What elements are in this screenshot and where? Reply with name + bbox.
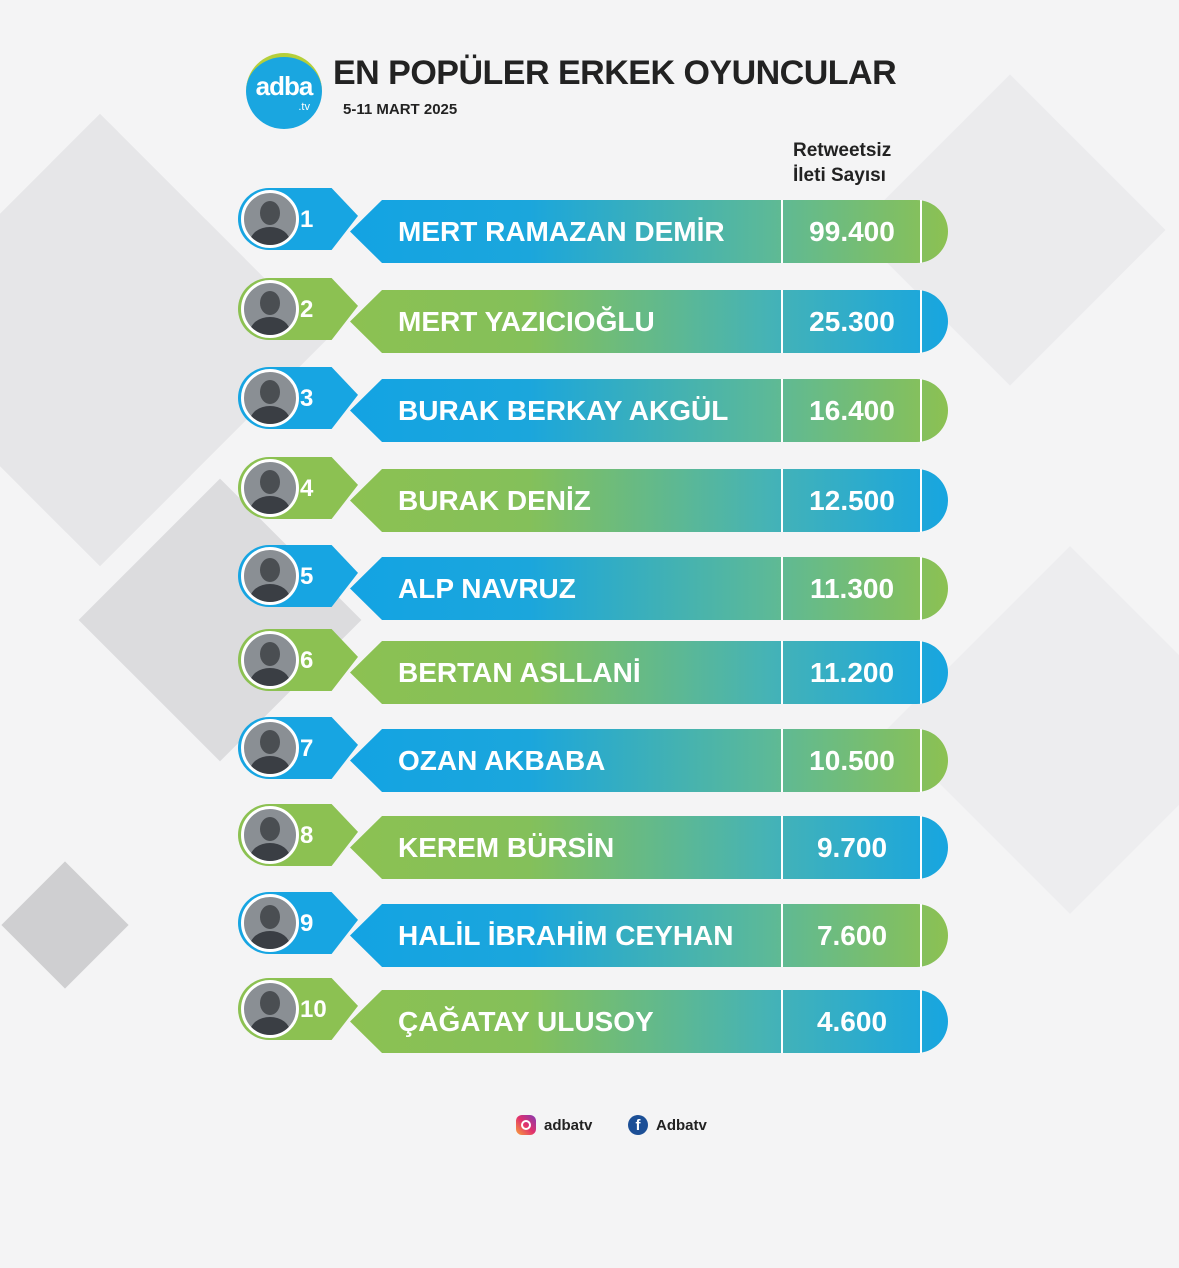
divider	[781, 469, 783, 532]
column-header-line1: Retweetsiz	[793, 140, 892, 161]
actor-avatar	[241, 631, 299, 689]
rank-number: 7	[300, 735, 314, 762]
post-count: 99.400	[809, 216, 895, 247]
actor-avatar	[241, 980, 299, 1038]
divider	[920, 469, 922, 532]
rank-number: 2	[300, 296, 314, 323]
ranking-row: 4 BURAK DENİZ 12.500	[0, 457, 1179, 549]
actor-name: ALP NAVRUZ	[398, 573, 576, 604]
ranking-row: 2 MERT YAZICIOĞLU 25.300	[0, 278, 1179, 370]
facebook-link[interactable]: f Adbatv	[628, 1115, 707, 1135]
actor-avatar	[241, 547, 299, 605]
actor-name: BERTAN ASLLANİ	[398, 657, 641, 688]
divider	[781, 990, 783, 1053]
name-bar	[350, 379, 948, 442]
ranking-row: 8 KEREM BÜRSİN 9.700	[0, 804, 1179, 896]
post-count: 4.600	[816, 1006, 888, 1037]
actor-name: BURAK DENİZ	[398, 485, 591, 516]
rank-number: 5	[300, 563, 314, 590]
ranking-row: 9 HALİL İBRAHİM CEYHAN 7.600	[0, 892, 1179, 984]
name-bar	[350, 200, 948, 263]
divider	[920, 200, 922, 263]
divider	[920, 990, 922, 1053]
ranking-row: 6 BERTAN ASLLANİ 11.200	[0, 629, 1179, 721]
rank-number: 6	[300, 647, 314, 674]
column-header: Retweetsiz İleti Sayısı	[793, 138, 891, 188]
facebook-icon: f	[628, 1115, 648, 1135]
divider	[920, 904, 922, 967]
instagram-link[interactable]: adbatv	[516, 1115, 592, 1135]
post-count: 10.500	[809, 745, 895, 776]
adba-logo: adba .tv	[246, 53, 322, 129]
logo-text: adba	[255, 71, 314, 101]
divider	[781, 557, 783, 620]
actor-name: HALİL İBRAHİM CEYHAN	[398, 920, 734, 951]
post-count: 16.400	[809, 395, 895, 426]
actor-avatar	[241, 369, 299, 427]
rank-number: 9	[300, 910, 314, 937]
divider	[920, 641, 922, 704]
post-count: 25.300	[809, 306, 895, 337]
divider	[920, 290, 922, 353]
actor-avatar	[241, 806, 299, 864]
name-bar	[350, 990, 948, 1053]
actor-name: ÇAĞATAY ULUSOY	[398, 1006, 654, 1037]
actor-name: MERT YAZICIOĞLU	[398, 306, 655, 337]
divider	[781, 816, 783, 879]
actor-avatar	[241, 719, 299, 777]
name-bar	[350, 729, 948, 792]
page-title: EN POPÜLER ERKEK OYUNCULAR	[333, 54, 897, 92]
ranking-row: 3 BURAK BERKAY AKGÜL 16.400	[0, 367, 1179, 459]
rank-number: 10	[300, 996, 327, 1023]
name-bar	[350, 290, 948, 353]
post-count: 11.300	[809, 573, 895, 604]
divider	[781, 379, 783, 442]
rank-number: 1	[300, 206, 314, 233]
logo-subtext: .tv	[298, 101, 310, 113]
name-bar	[350, 816, 948, 879]
ranking-row: 1 MERT RAMAZAN DEMİR 99.400	[0, 188, 1179, 280]
column-header-line2: İleti Sayısı	[793, 165, 886, 186]
post-count: 12.500	[809, 485, 895, 516]
rank-number: 4	[300, 475, 314, 502]
actor-avatar	[241, 459, 299, 517]
divider	[781, 641, 783, 704]
actor-name: KEREM BÜRSİN	[398, 832, 615, 863]
actor-avatar	[241, 894, 299, 952]
divider	[781, 904, 783, 967]
actor-name: OZAN AKBABA	[398, 745, 606, 776]
name-bar	[350, 469, 948, 532]
divider	[781, 729, 783, 792]
name-bar	[350, 641, 948, 704]
divider	[781, 290, 783, 353]
instagram-handle: adbatv	[544, 1116, 593, 1134]
divider	[920, 729, 922, 792]
divider	[920, 379, 922, 442]
rank-number: 3	[300, 385, 314, 412]
divider	[920, 557, 922, 620]
actor-name: MERT RAMAZAN DEMİR	[398, 216, 725, 247]
post-count: 11.200	[809, 657, 895, 688]
ranking-row: 7 OZAN AKBABA 10.500	[0, 717, 1179, 809]
rank-number: 8	[300, 822, 314, 849]
ranking-row: 5 ALP NAVRUZ 11.300	[0, 545, 1179, 637]
actor-name: BURAK BERKAY AKGÜL	[398, 395, 729, 426]
ranking-row: 10 ÇAĞATAY ULUSOY 4.600	[0, 978, 1179, 1070]
name-bar	[350, 557, 948, 620]
facebook-handle: Adbatv	[656, 1116, 707, 1134]
post-count: 7.600	[816, 920, 888, 951]
actor-avatar	[241, 280, 299, 338]
name-bar	[350, 904, 948, 967]
date-range: 5-11 MART 2025	[343, 101, 458, 118]
actor-avatar	[241, 190, 299, 248]
post-count: 9.700	[816, 832, 888, 863]
divider	[781, 200, 783, 263]
instagram-icon	[516, 1115, 536, 1135]
divider	[920, 816, 922, 879]
